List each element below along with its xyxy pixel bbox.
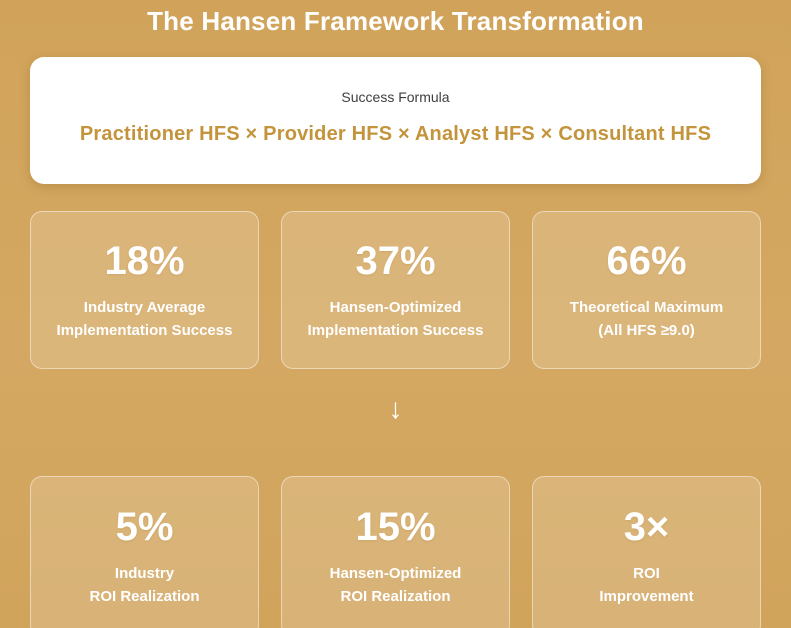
success-formula-label: Success Formula [341, 89, 450, 105]
stat-label-line2: Implementation Success [307, 321, 484, 339]
transformation-arrow-row: ↓ [0, 369, 791, 449]
stat-value: 66% [606, 238, 687, 283]
stat-label: Theoretical Maximum (All HFS ≥9.0) [570, 296, 723, 342]
stat-label-line1: Industry Average [83, 298, 206, 316]
stat-label: Hansen-Optimized Implementation Success [308, 296, 484, 342]
stat-label: Industry Average Implementation Success [57, 296, 233, 342]
stat-label: Industry ROI Realization [89, 562, 199, 608]
stat-value: 5% [115, 505, 174, 549]
stat-label-line2: ROI Realization [340, 588, 451, 605]
stat-label-line2: ROI Realization [89, 588, 200, 605]
stat-card-roi-improvement: 3× ROI Improvement [532, 476, 761, 628]
stat-label-line2: Improvement [599, 588, 694, 605]
stat-label-line2: Implementation Success [56, 321, 233, 339]
stat-value: 3× [623, 505, 670, 549]
stat-label-line1: ROI [633, 565, 660, 582]
stat-card-hansen-optimized-implementation: 37% Hansen-Optimized Implementation Succ… [281, 211, 510, 369]
success-formula-equation: Practitioner HFS × Provider HFS × Analys… [79, 123, 712, 145]
stat-label-line1: Theoretical Maximum [569, 298, 724, 316]
stat-label-line2: (All HFS ≥9.0) [598, 321, 695, 339]
page-title: The Hansen Framework Transformation [147, 6, 644, 36]
success-formula-card: Success Formula Practitioner HFS × Provi… [30, 57, 761, 184]
stat-label: Hansen-Optimized ROI Realization [330, 562, 462, 608]
stat-value: 37% [355, 238, 436, 283]
stat-label-line1: Industry [114, 565, 175, 582]
down-arrow-icon: ↓ [388, 393, 403, 424]
stat-value: 15% [355, 505, 436, 549]
stat-card-hansen-optimized-roi: 15% Hansen-Optimized ROI Realization [281, 476, 510, 628]
stat-value: 18% [104, 238, 185, 283]
stat-label-line1: Hansen-Optimized [329, 565, 462, 582]
stat-card-theoretical-maximum: 66% Theoretical Maximum (All HFS ≥9.0) [532, 211, 761, 369]
stat-label: ROI Improvement [599, 562, 693, 608]
roi-realization-row: 5% Industry ROI Realization 15% Hansen-O… [30, 476, 761, 628]
stat-card-industry-roi: 5% Industry ROI Realization [30, 476, 259, 628]
implementation-success-row: 18% Industry Average Implementation Succ… [30, 211, 761, 369]
stat-card-industry-average: 18% Industry Average Implementation Succ… [30, 211, 259, 369]
stat-label-line1: Hansen-Optimized [329, 298, 462, 316]
